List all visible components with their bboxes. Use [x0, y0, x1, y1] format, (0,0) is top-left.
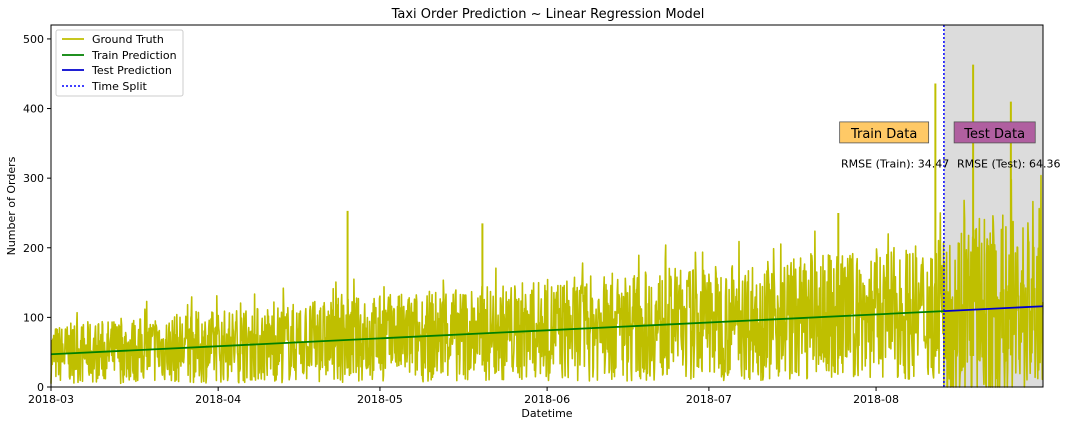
y-tick-label-0: 0: [37, 381, 44, 394]
prediction-series: [50, 305, 1044, 356]
annotation-label-0: Train Data: [850, 127, 917, 142]
chart-title: Taxi Order Prediction ~ Linear Regressio…: [391, 7, 705, 22]
ground-truth-line: [50, 174, 1044, 388]
legend-label-test-prediction: Test Prediction: [91, 64, 172, 77]
y-tick-label-2: 200: [23, 242, 44, 255]
x-tick-label-4: 2018-07: [686, 393, 732, 406]
x-tick-label-1: 2018-04: [195, 393, 241, 406]
annotation-text-3: RMSE (Test): 64.36: [957, 158, 1061, 171]
y-tick-label-5: 500: [23, 33, 44, 46]
annotation-box-1: [953, 121, 1036, 144]
train-prediction-line: [50, 310, 944, 356]
legend-label-ground-truth: Ground Truth: [92, 33, 164, 46]
x-tick-label-0: 2018-03: [28, 393, 74, 406]
legend-box: [55, 29, 184, 97]
x-tick-label-2: 2018-05: [357, 393, 403, 406]
legend-label-time-split: Time Split: [91, 80, 147, 93]
y-axis-label: Number of Orders: [5, 156, 18, 255]
legend: Ground Truth Train Prediction Test Predi…: [55, 29, 184, 97]
x-axis-label: Datetime: [521, 407, 572, 420]
y-tick-label-3: 300: [23, 172, 44, 185]
test-prediction-line: [943, 305, 1044, 313]
annotation-label-1: Test Data: [963, 127, 1025, 142]
y-tick-label-4: 400: [23, 103, 44, 116]
annotation-text-2: RMSE (Train): 34.47: [841, 158, 949, 171]
x-axis-ticks: 2018-03 2018-04 2018-05 2018-06 2018-07 2018-…: [28, 387, 899, 406]
x-tick-label-5: 2018-08: [853, 393, 899, 406]
x-tick-label-3: 2018-06: [524, 393, 570, 406]
y-tick-label-1: 100: [23, 311, 44, 324]
annotations: Train Data Test Data RMSE (Train): 34.47 RM…: [839, 121, 1061, 171]
legend-label-train-prediction: Train Prediction: [91, 49, 177, 62]
annotation-box-0: [839, 121, 930, 144]
y-axis-ticks: 0 100 200 300 400 500: [23, 33, 51, 394]
